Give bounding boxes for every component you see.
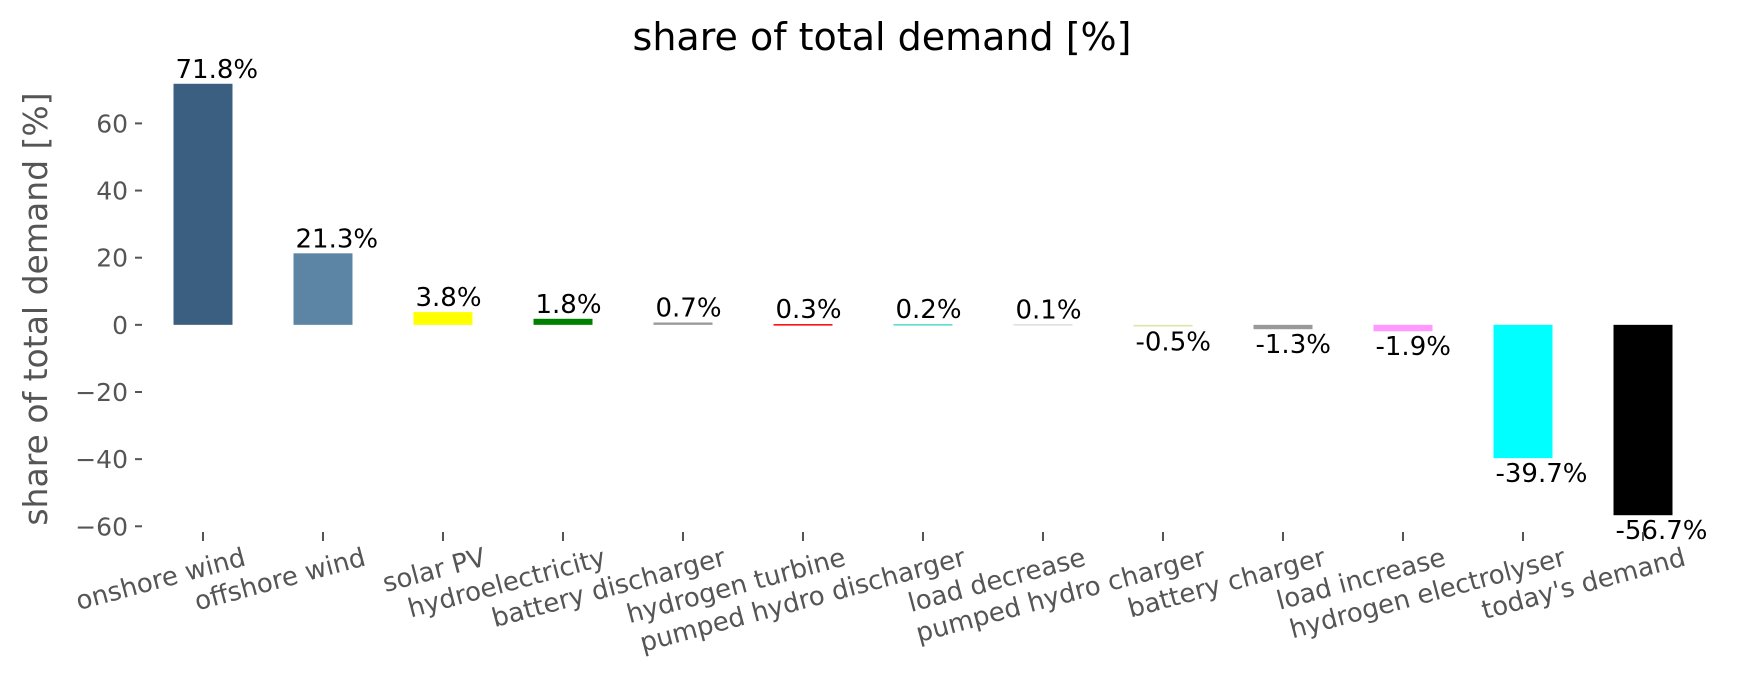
data-label: 71.8% <box>176 55 259 85</box>
data-label: 0.2% <box>896 295 962 325</box>
y-tick-label: −60 <box>75 512 128 541</box>
data-label: -1.9% <box>1376 332 1451 362</box>
data-label: 21.3% <box>296 224 379 254</box>
bar <box>293 253 353 325</box>
y-tick-label: −40 <box>75 445 128 474</box>
bar <box>773 324 833 326</box>
data-label: -39.7% <box>1496 459 1588 489</box>
bar <box>1373 324 1433 332</box>
bar <box>893 324 953 326</box>
bar <box>1613 324 1673 516</box>
y-tick-label: 60 <box>96 109 128 138</box>
bar <box>173 83 233 325</box>
data-label: 0.7% <box>656 293 722 323</box>
chart-title: share of total demand [%] <box>633 15 1132 59</box>
y-tick-label: 40 <box>96 177 128 206</box>
bar <box>1013 324 1073 326</box>
bar <box>1133 324 1193 327</box>
data-label: -0.5% <box>1136 328 1211 358</box>
y-axis: 60 40 20 0 −20 −40 −60 <box>75 109 142 541</box>
y-tick-label: 0 <box>112 311 128 340</box>
bar <box>1493 324 1553 459</box>
bar <box>413 312 473 325</box>
y-axis-label: share of total demand [%] <box>16 92 55 525</box>
data-labels: 71.8% 21.3% 3.8% 1.8% 0.7% 0.3% 0.2% 0.1% -0.5% -… <box>176 55 1708 546</box>
y-tick-label: 20 <box>96 244 128 273</box>
data-label: 0.1% <box>1016 296 1082 326</box>
data-label: 1.8% <box>536 290 602 320</box>
bar <box>1253 324 1313 330</box>
bar <box>533 318 593 325</box>
y-tick-label: −20 <box>75 378 128 407</box>
data-label: -1.3% <box>1256 330 1331 360</box>
bar <box>653 322 713 325</box>
bars <box>173 83 1673 516</box>
data-label: 3.8% <box>416 283 482 313</box>
data-label: -56.7% <box>1616 516 1708 546</box>
data-label: 0.3% <box>776 295 842 325</box>
